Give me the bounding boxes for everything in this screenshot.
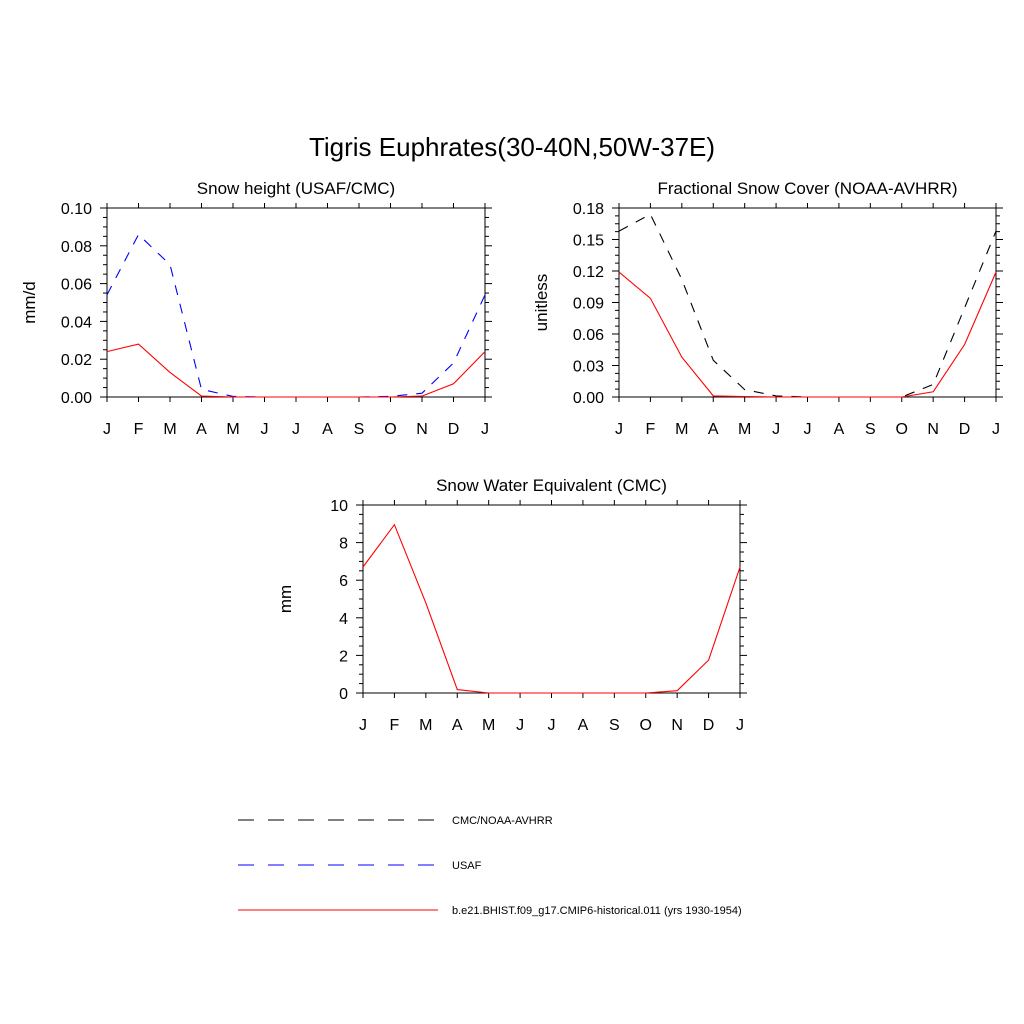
series-line-2 xyxy=(106,233,486,398)
legend-label: CMC/NOAA-AVHRR xyxy=(452,815,553,827)
x-tick-label: J xyxy=(992,421,1000,438)
y-tick-label: 0.04 xyxy=(61,314,92,331)
x-tick-label: F xyxy=(134,421,144,438)
y-tick-label: 0.10 xyxy=(61,201,92,218)
x-tick-label: A xyxy=(322,421,333,438)
y-tick-label: 4 xyxy=(339,611,348,628)
x-tick-label: S xyxy=(609,717,620,734)
x-tick-label: A xyxy=(196,421,207,438)
x-tick-label: O xyxy=(896,421,908,438)
x-tick-label: A xyxy=(708,421,719,438)
series-line-1 xyxy=(618,213,997,398)
x-tick-label: A xyxy=(834,421,845,438)
y-tick-label: 0.06 xyxy=(573,327,604,344)
y-tick-label: 0.18 xyxy=(573,201,604,218)
x-tick-label: S xyxy=(354,421,365,438)
chart-panel-1: Snow height (USAF/CMC) J F M A M J J A S O N D J 0.00 0… xyxy=(20,179,492,438)
y-tick-label: 0.08 xyxy=(61,239,92,256)
legend-item-1: CMC/NOAA-AVHRR xyxy=(238,815,553,827)
y-tick-label: 0.15 xyxy=(573,233,604,250)
x-tick-label: J xyxy=(516,717,524,734)
legend-label: USAF xyxy=(452,860,482,872)
x-tick-label: F xyxy=(646,421,656,438)
y-axis-label: unitless xyxy=(532,274,551,332)
x-tick-label: N xyxy=(416,421,428,438)
plot-frame xyxy=(362,504,741,694)
y-tick-label: 8 xyxy=(339,536,348,553)
legend-item-3: b.e21.BHIST.f09_g17.CMIP6-historical.011… xyxy=(238,905,742,917)
x-tick-label: J xyxy=(548,717,556,734)
x-tick-label: M xyxy=(738,421,751,438)
x-tick-label: J xyxy=(359,717,367,734)
x-tick-label: D xyxy=(703,717,715,734)
series-line-2 xyxy=(362,523,741,694)
y-tick-label: 6 xyxy=(339,573,348,590)
y-tick-label: 0.02 xyxy=(61,352,92,369)
figure-title: Tigris Euphrates(30-40N,50W-37E) xyxy=(309,132,715,162)
x-tick-label: J xyxy=(772,421,780,438)
legend-item-2: USAF xyxy=(238,860,482,872)
x-tick-label: M xyxy=(675,421,688,438)
y-tick-label: 2 xyxy=(339,648,348,665)
panel-title: Snow height (USAF/CMC) xyxy=(197,179,395,198)
y-tick-label: 0.09 xyxy=(573,296,604,313)
x-tick-label: N xyxy=(671,717,683,734)
x-tick-label: J xyxy=(804,421,812,438)
y-tick-label: 0.06 xyxy=(61,277,92,294)
y-tick-label: 10 xyxy=(330,498,348,515)
x-tick-label: M xyxy=(419,717,432,734)
x-tick-label: S xyxy=(865,421,876,438)
x-tick-label: M xyxy=(163,421,176,438)
x-tick-label: N xyxy=(927,421,939,438)
y-tick-label: 0 xyxy=(339,686,348,703)
x-tick-label: A xyxy=(452,717,463,734)
x-tick-label: J xyxy=(292,421,300,438)
legend: CMC/NOAA-AVHRR USAF b.e21.BHIST.f09_g17.CM… xyxy=(238,815,742,917)
x-tick-label: A xyxy=(578,717,589,734)
y-axis-label: mm xyxy=(276,585,295,613)
plot-frame xyxy=(106,207,486,398)
series-line-3 xyxy=(106,343,486,398)
x-tick-label: J xyxy=(615,421,623,438)
x-tick-label: M xyxy=(482,717,495,734)
x-tick-label: D xyxy=(448,421,460,438)
series-line-2 xyxy=(618,271,997,398)
chart-panels: Snow height (USAF/CMC) J F M A M J J A S O N D J 0.00 0… xyxy=(20,179,1003,734)
x-tick-label: O xyxy=(384,421,396,438)
y-tick-label: 0.00 xyxy=(61,390,92,407)
chart-panel-3: Snow Water Equivalent (CMC) J F M A M J J A S O N D J… xyxy=(276,476,747,734)
chart-panel-2: Fractional Snow Cover (NOAA-AVHRR) J F M A M J… xyxy=(532,179,1003,438)
x-tick-label: F xyxy=(390,717,400,734)
x-tick-label: O xyxy=(640,717,652,734)
y-tick-label: 0.00 xyxy=(573,390,604,407)
x-tick-label: J xyxy=(103,421,111,438)
panel-title: Snow Water Equivalent (CMC) xyxy=(436,476,667,495)
x-tick-label: J xyxy=(481,421,489,438)
y-axis-label: mm/d xyxy=(20,281,39,324)
legend-label: b.e21.BHIST.f09_g17.CMIP6-historical.011… xyxy=(452,905,742,917)
x-tick-label: J xyxy=(261,421,269,438)
panel-title: Fractional Snow Cover (NOAA-AVHRR) xyxy=(657,179,957,198)
y-tick-label: 0.12 xyxy=(573,264,604,281)
x-tick-label: J xyxy=(736,717,744,734)
y-tick-label: 0.03 xyxy=(573,359,604,376)
x-tick-label: M xyxy=(226,421,239,438)
x-tick-label: D xyxy=(959,421,971,438)
